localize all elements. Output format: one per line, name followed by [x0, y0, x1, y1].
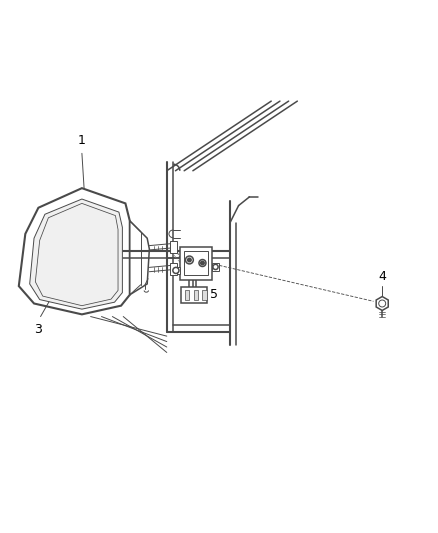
Polygon shape: [170, 241, 177, 254]
FancyBboxPatch shape: [180, 247, 212, 279]
Polygon shape: [185, 290, 189, 301]
Text: 3: 3: [35, 323, 42, 336]
Circle shape: [185, 256, 193, 264]
Polygon shape: [181, 287, 207, 303]
Text: 1: 1: [78, 134, 86, 147]
Circle shape: [201, 261, 204, 265]
Polygon shape: [376, 296, 388, 310]
Circle shape: [199, 260, 206, 266]
Polygon shape: [19, 188, 130, 314]
Circle shape: [187, 258, 191, 262]
Polygon shape: [172, 266, 180, 274]
Circle shape: [173, 268, 179, 273]
Text: 5: 5: [210, 288, 218, 301]
Polygon shape: [30, 199, 122, 309]
Polygon shape: [170, 263, 177, 275]
Circle shape: [213, 264, 218, 270]
Polygon shape: [212, 263, 219, 271]
Circle shape: [379, 300, 386, 307]
Text: 4: 4: [378, 270, 386, 282]
Polygon shape: [202, 290, 207, 301]
Polygon shape: [194, 290, 198, 301]
Polygon shape: [130, 221, 149, 295]
